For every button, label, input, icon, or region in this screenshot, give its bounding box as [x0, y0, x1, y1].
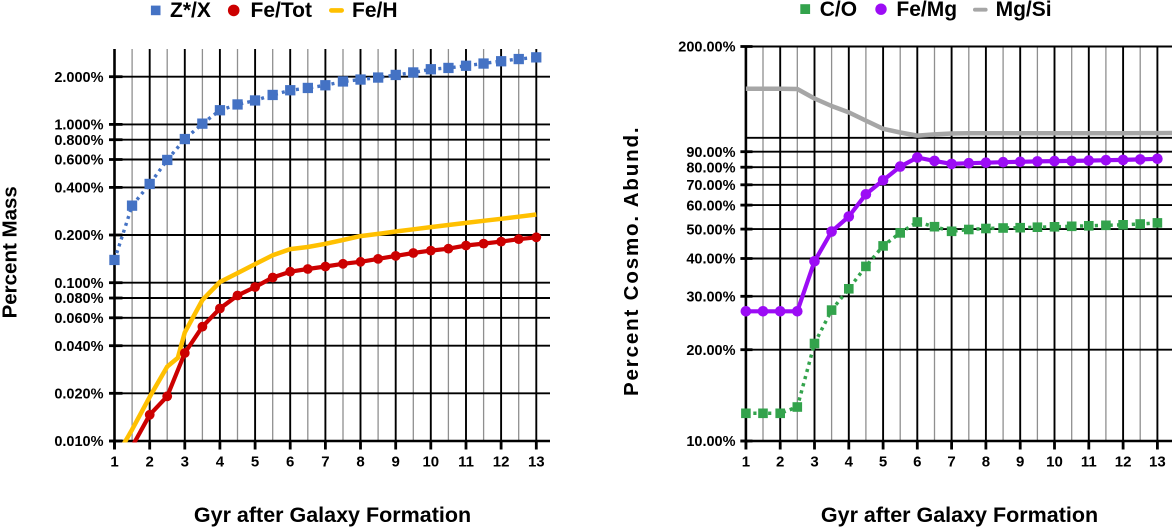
svg-text:4: 4 — [845, 453, 854, 470]
svg-text:0.600%: 0.600% — [54, 153, 103, 169]
svg-text:13: 13 — [1149, 453, 1166, 470]
svg-text:Fe/H: Fe/H — [352, 0, 398, 22]
svg-text:Gyr after Galaxy Formation: Gyr after Galaxy Formation — [194, 503, 471, 527]
svg-text:Percent Mass: Percent Mass — [0, 186, 21, 318]
svg-text:0.400%: 0.400% — [54, 181, 103, 197]
svg-text:Percent Cosmo. Abund.: Percent Cosmo. Abund. — [620, 126, 643, 396]
svg-text:0.200%: 0.200% — [54, 228, 103, 244]
svg-text:Fe/Tot: Fe/Tot — [251, 0, 312, 22]
svg-text:11: 11 — [1081, 453, 1097, 470]
svg-text:0.010%: 0.010% — [54, 434, 103, 450]
svg-text:C/O: C/O — [820, 0, 857, 21]
svg-text:8: 8 — [356, 453, 364, 470]
svg-text:10: 10 — [1046, 453, 1063, 470]
svg-text:5: 5 — [879, 453, 887, 470]
svg-text:0.040%: 0.040% — [54, 339, 103, 355]
svg-text:9: 9 — [392, 453, 400, 470]
svg-text:11: 11 — [458, 453, 474, 470]
svg-text:1.000%: 1.000% — [54, 118, 103, 134]
svg-text:5: 5 — [251, 453, 259, 470]
svg-text:1: 1 — [110, 453, 118, 470]
svg-text:13: 13 — [528, 453, 545, 470]
svg-text:40.00%: 40.00% — [686, 252, 735, 268]
svg-text:200.00%: 200.00% — [678, 40, 735, 56]
svg-text:10.00%: 10.00% — [686, 434, 735, 450]
svg-text:0.060%: 0.060% — [54, 311, 103, 327]
svg-text:20.00%: 20.00% — [686, 343, 735, 359]
svg-text:0.080%: 0.080% — [54, 291, 103, 307]
svg-text:30.00%: 30.00% — [686, 290, 735, 306]
svg-text:0.020%: 0.020% — [54, 387, 103, 403]
svg-text:50.00%: 50.00% — [686, 222, 735, 238]
svg-text:0.100%: 0.100% — [54, 276, 103, 292]
svg-text:Mg/Si: Mg/Si — [996, 0, 1052, 21]
svg-text:2: 2 — [776, 453, 784, 470]
svg-text:2.000%: 2.000% — [54, 70, 103, 86]
svg-text:80.00%: 80.00% — [686, 160, 735, 176]
svg-text:Fe/Mg: Fe/Mg — [896, 0, 957, 21]
svg-text:2: 2 — [146, 453, 154, 470]
svg-text:10: 10 — [422, 453, 439, 470]
svg-text:Gyr after Galaxy Formation: Gyr after Galaxy Formation — [821, 503, 1098, 527]
svg-text:7: 7 — [947, 453, 955, 470]
svg-text:70.00%: 70.00% — [686, 178, 735, 194]
svg-text:4: 4 — [216, 453, 225, 470]
svg-text:7: 7 — [321, 453, 329, 470]
svg-text:12: 12 — [493, 453, 510, 470]
svg-text:3: 3 — [810, 453, 818, 470]
svg-text:6: 6 — [913, 453, 921, 470]
svg-text:60.00%: 60.00% — [686, 198, 735, 214]
svg-text:9: 9 — [1016, 453, 1024, 470]
svg-text:3: 3 — [181, 453, 189, 470]
svg-text:Z*/X: Z*/X — [170, 0, 211, 22]
svg-text:1: 1 — [742, 453, 750, 470]
svg-text:8: 8 — [982, 453, 990, 470]
svg-text:6: 6 — [286, 453, 294, 470]
svg-text:0.800%: 0.800% — [54, 133, 103, 149]
svg-text:12: 12 — [1115, 453, 1132, 470]
svg-text:90.00%: 90.00% — [686, 145, 735, 161]
